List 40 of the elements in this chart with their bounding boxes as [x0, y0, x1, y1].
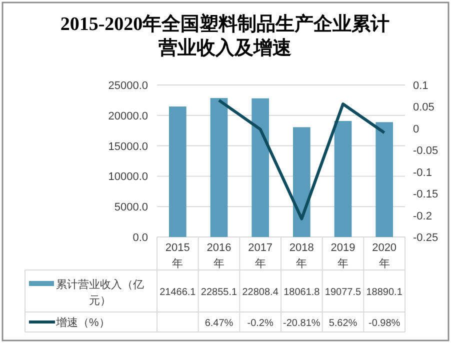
- data-label: 21466.1: [160, 287, 196, 298]
- x-tick-label: 2018年: [289, 242, 314, 270]
- data-label: 5.62%: [328, 318, 358, 329]
- y-tick-label: 10000.0: [108, 171, 148, 184]
- data-label: -20.81%: [283, 318, 320, 329]
- y2-tick-label: 0: [413, 123, 420, 136]
- y2-tick-label: 0.05: [413, 102, 434, 114]
- x-tick-label: 2016年: [206, 242, 232, 270]
- y2-tick-label: -0.25: [413, 232, 438, 244]
- x-tick-label: 2020年: [372, 242, 397, 270]
- legend-label: 累计营业收入（亿元）: [56, 278, 144, 307]
- data-label: 22855.1: [200, 287, 238, 298]
- data-label: 19077.5: [324, 287, 362, 298]
- x-tick-label: 2015年: [165, 242, 190, 270]
- bar: [168, 106, 186, 237]
- y2-tick-label: -0.1: [413, 166, 432, 179]
- y2-tick-label: 0.1: [413, 80, 428, 92]
- data-label: 18890.1: [366, 287, 403, 298]
- legend-label: 增速（%）: [55, 316, 110, 329]
- y2-tick-label: -0.05: [413, 145, 438, 158]
- data-label: 22808.4: [242, 287, 279, 298]
- bar: [334, 121, 352, 237]
- bar: [210, 98, 228, 237]
- title: 2015-2020年全国塑料制品生产企业累计营业收入及增速: [60, 14, 390, 59]
- bar: [292, 127, 310, 237]
- data-label: -0.2%: [247, 318, 274, 329]
- bar: [376, 122, 394, 237]
- x-tick-label: 2019年: [330, 242, 356, 270]
- data-label: -0.98%: [368, 318, 400, 329]
- bar: [252, 98, 270, 237]
- y2-tick-label: -0.2: [413, 210, 432, 222]
- y-tick-label: 15000.0: [108, 140, 148, 153]
- y-tick-label: 20000.0: [108, 110, 148, 122]
- y-tick-label: 0.0: [132, 232, 148, 244]
- data-label: 6.47%: [204, 318, 234, 329]
- y-tick-label: 5000.0: [114, 202, 148, 214]
- y-tick-label: 25000.0: [108, 80, 148, 92]
- data-label: 18061.8: [284, 287, 320, 298]
- y2-tick-label: -0.15: [413, 188, 438, 201]
- x-tick-label: 2017年: [248, 242, 273, 270]
